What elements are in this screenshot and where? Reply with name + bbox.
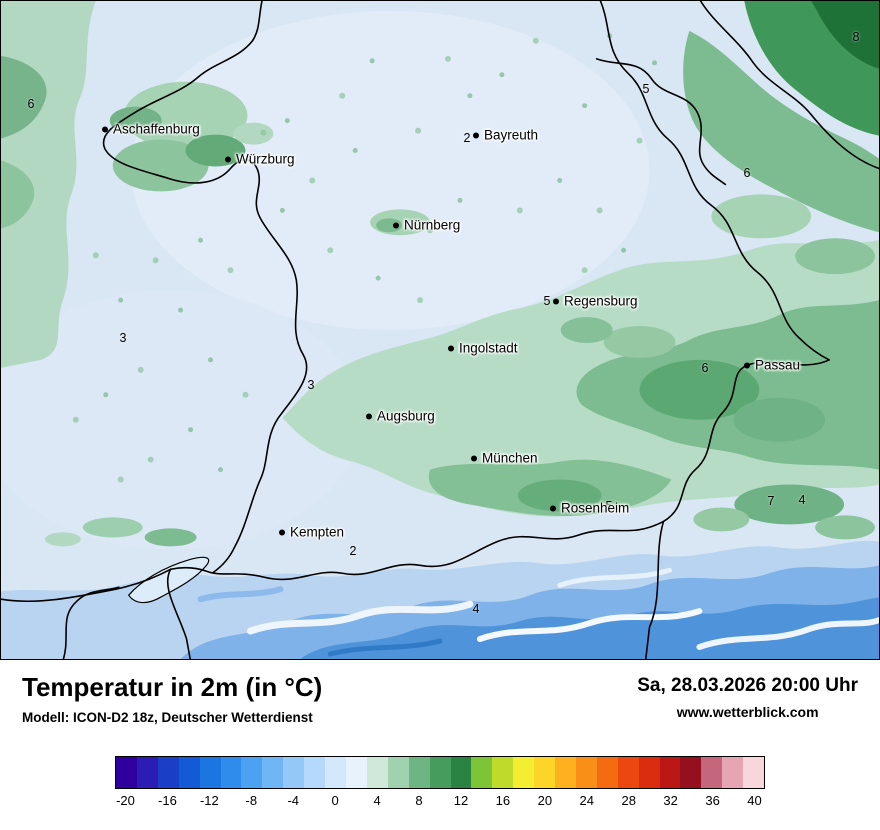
colorbar-segment (366, 757, 388, 788)
colorbar-segment (638, 757, 660, 788)
colorbar-tick-label: 28 (621, 793, 636, 808)
colorbar-segment (743, 757, 765, 788)
colorbar-tick-label: -8 (245, 793, 258, 808)
colorbar-segment (659, 757, 681, 788)
colorbar-segment (157, 757, 179, 788)
colorbar-segment (116, 757, 137, 788)
colorbar-segment (492, 757, 514, 788)
colorbar-segment (304, 757, 326, 788)
colorbar-tick-label: -16 (158, 793, 177, 808)
colorbar-tick-label: 12 (453, 793, 469, 808)
colorbar-tick-label: -4 (287, 793, 299, 808)
colorbar-segment (680, 757, 702, 788)
colorbar-segment (325, 757, 346, 788)
colorbar-segment (555, 757, 576, 788)
map-graphics (1, 1, 879, 659)
datetime-block: Sa, 28.03.2026 20:00 Uhr www.wetterblick… (637, 675, 858, 720)
colorbar-segment (199, 757, 221, 788)
colorbar-tick-label: 32 (663, 793, 678, 808)
footer: Temperatur in 2m (in °C) Modell: ICON-D2… (0, 660, 880, 830)
valid-datetime: Sa, 28.03.2026 20:00 Uhr (637, 675, 858, 696)
colorbar-segment (387, 757, 409, 788)
colorbar-tick-label: -20 (116, 793, 135, 808)
colorbar-ticks: -20 -16 -12 -8 -4 0 4 8 12 16 20 24 28 32 36 40 (115, 793, 765, 811)
colorbar-segments (115, 756, 765, 789)
page-title: Temperatur in 2m (in °C) (22, 672, 323, 702)
colorbar-segment (722, 757, 744, 788)
colorbar-tick-label: 20 (537, 793, 553, 808)
colorbar-tick-label: 4 (373, 793, 381, 808)
colorbar-segment (136, 757, 158, 788)
colorbar-tick-label: 24 (579, 793, 594, 808)
colorbar-segment (534, 757, 556, 788)
colorbar-segment (575, 757, 597, 788)
colorbar-segment (283, 757, 305, 788)
colorbar-segment (408, 757, 430, 788)
colorbar-tick-label: -12 (199, 793, 219, 808)
colorbar-tick-label: 0 (331, 793, 339, 808)
colorbar-segment (429, 757, 451, 788)
website-url: www.wetterblick.com (676, 704, 819, 720)
colorbar-segment (596, 757, 618, 788)
colorbar-segment (220, 757, 242, 788)
colorbar-segment (450, 757, 472, 788)
model-info: Modell: ICON-D2 18z, Deutscher Wetterdie… (22, 710, 313, 725)
colorbar-segment (513, 757, 535, 788)
colorbar-segment (701, 757, 723, 788)
colorbar-segment (345, 757, 367, 788)
colorbar-segment (262, 757, 284, 788)
colorbar-segment (471, 757, 493, 788)
colorbar-tick-label: 8 (415, 793, 423, 808)
colorbar-tick-label: 40 (747, 793, 762, 808)
colorbar-segment (178, 757, 200, 788)
colorbar-segment (241, 757, 263, 788)
colorbar-tick-label: 36 (705, 793, 720, 808)
colorbar-segment (617, 757, 639, 788)
colorbar-tick-label: 16 (495, 793, 511, 808)
